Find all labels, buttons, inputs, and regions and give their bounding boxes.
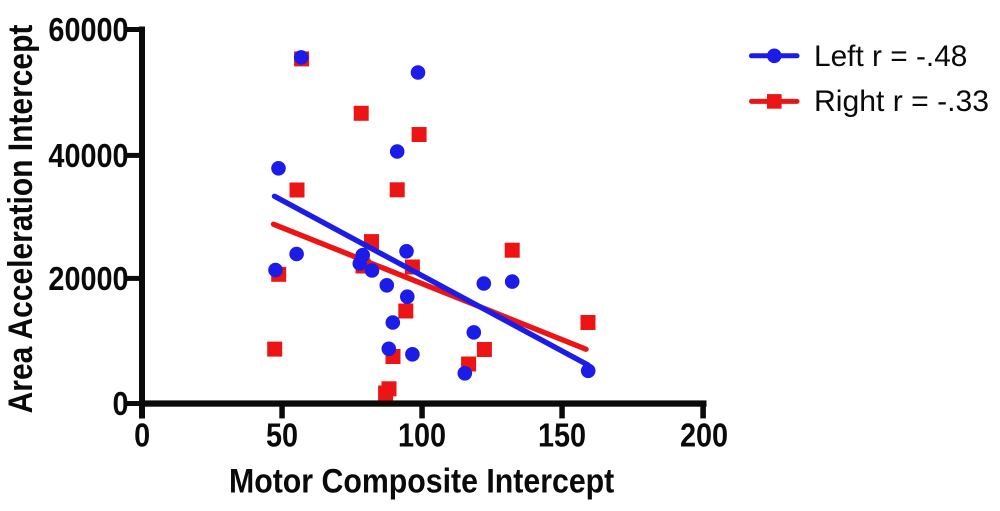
- svg-text:200: 200: [680, 416, 728, 454]
- svg-text:50: 50: [266, 416, 298, 454]
- svg-text:0: 0: [113, 385, 129, 423]
- svg-text:40000: 40000: [48, 137, 128, 175]
- svg-text:Motor Composite Intercept: Motor Composite Intercept: [229, 462, 615, 500]
- svg-text:Right r = -.33: Right r = -.33: [814, 85, 989, 118]
- svg-text:20000: 20000: [48, 260, 128, 298]
- svg-text:0: 0: [134, 416, 150, 454]
- svg-text:150: 150: [538, 416, 586, 454]
- svg-text:Area Acceleration Intercept: Area Acceleration Intercept: [1, 24, 39, 413]
- svg-text:60000: 60000: [48, 11, 128, 49]
- svg-text:100: 100: [398, 416, 446, 454]
- svg-text:Left r = -.48: Left r = -.48: [814, 40, 967, 73]
